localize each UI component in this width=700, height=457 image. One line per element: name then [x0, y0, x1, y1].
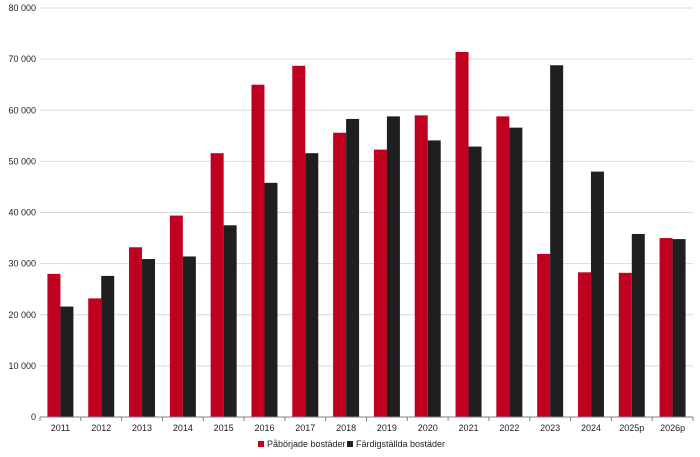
- x-tick-label: 2022: [499, 423, 519, 433]
- bar-series-1-2020: [414, 115, 428, 418]
- bar-series-2-2023: [550, 65, 564, 417]
- legend-label-series-1: Påbörjade bostäder: [267, 439, 346, 449]
- x-tick-label: 2017: [295, 423, 315, 433]
- x-tick-label: 2020: [418, 423, 438, 433]
- bar-series-2-2011: [60, 306, 74, 417]
- bar-series-1-2017: [292, 65, 306, 418]
- bar-series-1-2014: [169, 215, 183, 417]
- y-tick-label: 80 000: [8, 3, 36, 13]
- x-tick-label: 2026p: [660, 423, 685, 433]
- bar-series-1-2012: [88, 298, 102, 417]
- x-tick-label: 2016: [254, 423, 274, 433]
- y-tick-label: 70 000: [8, 54, 36, 64]
- bar-series-2-2025p: [631, 233, 645, 417]
- y-tick-label: 60 000: [8, 105, 36, 115]
- bar-series-1-2016: [251, 84, 265, 417]
- y-tick-label: 10 000: [8, 361, 36, 371]
- legend-item-series-2: Färdigställda bostäder: [347, 439, 445, 449]
- x-tick-label: 2023: [540, 423, 560, 433]
- x-axis: 2011 2012 2013 2014 2015 2016 2017 2018 2019 2020…: [39, 416, 694, 433]
- bar-series-2-2026p: [672, 239, 686, 417]
- bar-series-2-2022: [509, 127, 523, 417]
- bar-series-1-2018: [333, 132, 347, 417]
- y-axis: 0 10 000 20 000 30 000 40 000 50 000 60 000 70 …: [8, 3, 36, 422]
- x-tick-label: 2025p: [619, 423, 644, 433]
- bars: [47, 51, 686, 418]
- bar-series-2-2015: [223, 225, 237, 417]
- legend-swatch-series-1: [258, 441, 264, 447]
- legend: Påbörjade bostäder Färdigställda bostäde…: [258, 439, 445, 449]
- x-tick-label: 2018: [336, 423, 356, 433]
- bar-series-2-2016: [264, 182, 278, 417]
- x-tick-label: 2015: [214, 423, 234, 433]
- bar-series-1-2022: [496, 116, 510, 417]
- bar-series-1-2021: [455, 51, 469, 417]
- legend-swatch-series-2: [347, 441, 353, 447]
- bar-series-1-2011: [47, 273, 61, 417]
- legend-item-series-1: Påbörjade bostäder: [258, 439, 346, 449]
- bar-series-2-2017: [305, 153, 319, 417]
- bar-series-1-2019: [373, 149, 387, 417]
- bar-series-1-2025p: [618, 272, 632, 417]
- bar-series-2-2021: [468, 146, 482, 417]
- legend-label-series-2: Färdigställda bostäder: [356, 439, 445, 449]
- x-tick-label: 2012: [91, 423, 111, 433]
- y-tick-label: 50 000: [8, 156, 36, 166]
- bar-series-2-2013: [142, 259, 156, 417]
- bar-series-2-2012: [101, 275, 115, 417]
- bar-series-1-2023: [537, 253, 551, 417]
- x-tick-label: 2013: [132, 423, 152, 433]
- bar-series-2-2020: [427, 140, 441, 417]
- bar-series-1-2013: [129, 247, 143, 417]
- y-tick-label: 0: [31, 412, 36, 422]
- y-tick-label: 20 000: [8, 310, 36, 320]
- bar-series-2-2024: [590, 171, 604, 417]
- bar-series-1-2024: [577, 272, 591, 417]
- x-tick-label: 2024: [581, 423, 601, 433]
- bar-series-2-2014: [182, 256, 196, 417]
- bar-series-1-2015: [210, 153, 224, 417]
- x-tick-label: 2021: [459, 423, 479, 433]
- y-tick-label: 30 000: [8, 259, 36, 269]
- y-tick-label: 40 000: [8, 208, 36, 218]
- bar-series-2-2019: [386, 116, 400, 417]
- x-tick-label: 2019: [377, 423, 397, 433]
- x-tick-label: 2011: [51, 423, 70, 433]
- x-tick-label: 2014: [173, 423, 193, 433]
- bar-series-2-2018: [346, 118, 360, 417]
- bar-series-1-2026p: [659, 238, 673, 417]
